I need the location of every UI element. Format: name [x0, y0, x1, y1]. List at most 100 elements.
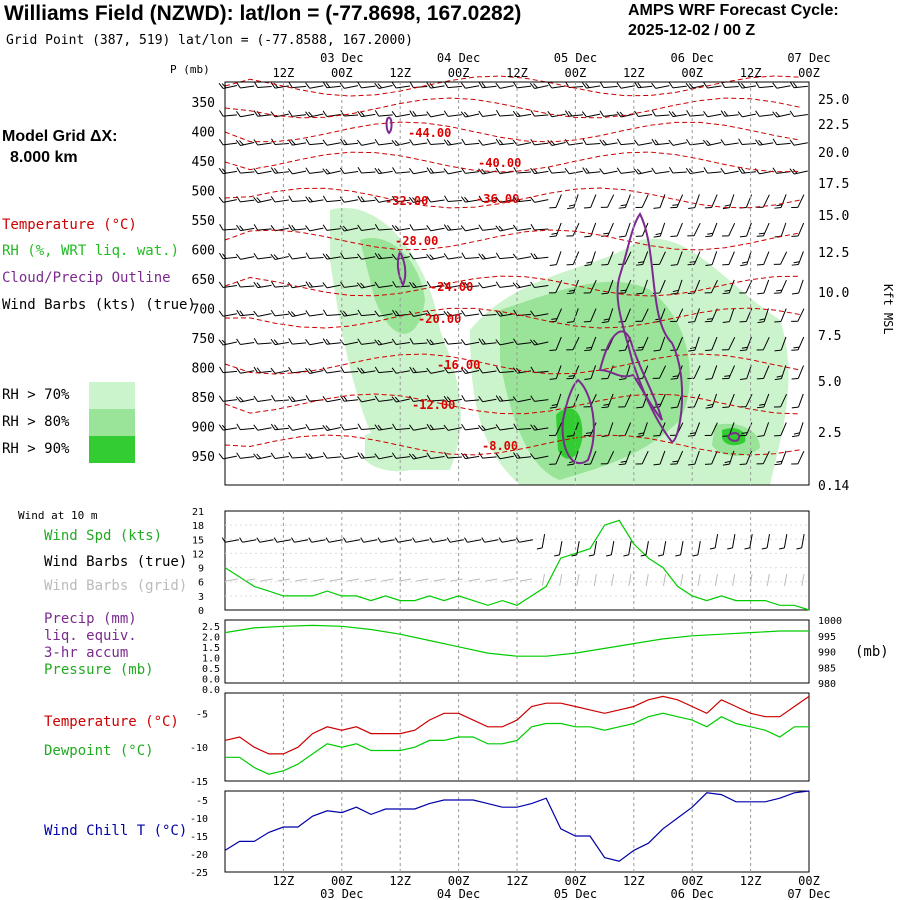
- wind-barb-flag: [755, 81, 760, 88]
- wind-barb-flag: [325, 168, 331, 174]
- wind-barb: [391, 367, 410, 374]
- wind-barb-flag: [374, 424, 380, 431]
- wind-barb-flag: [687, 406, 695, 408]
- temperature-contour-label: -12.00: [412, 398, 455, 412]
- wind-barb-shaft: [798, 422, 804, 436]
- wind-barb-grid: [260, 578, 273, 582]
- wind-barb: [549, 365, 562, 380]
- wind-barb-shaft: [672, 113, 687, 118]
- wind-barb-flag: [357, 309, 362, 316]
- wind-barb: [633, 168, 653, 175]
- wind-barb-flag: [549, 206, 556, 209]
- wind-barb: [218, 138, 238, 146]
- wind-barb-flag: [460, 111, 466, 118]
- wind-barb-shaft: [517, 85, 532, 89]
- wind-barb-shaft: [447, 284, 462, 289]
- wind-barb-flag: [322, 168, 328, 175]
- wind-barb-flag: [325, 82, 331, 88]
- wind-barb: [722, 365, 736, 380]
- wind-barb-shaft: [728, 336, 736, 351]
- wind-barb-flag: [426, 253, 432, 260]
- wind-barb-grid: [329, 578, 342, 582]
- wind-barb: [374, 366, 393, 374]
- wind-barb: [460, 339, 480, 346]
- wind-barb-flag: [638, 432, 645, 435]
- wind-barb: [757, 279, 770, 295]
- wind-barb: [755, 110, 774, 117]
- wind-barb: [357, 81, 376, 89]
- wind-barb-flag: [722, 263, 729, 266]
- wind-barb-flag: [724, 289, 731, 292]
- wind-barb-flag: [588, 554, 595, 557]
- wind-barb-flag: [533, 83, 538, 89]
- wind-barb-flag: [392, 280, 397, 288]
- wind-barb-flag: [720, 139, 726, 146]
- wind-barb-flag: [530, 138, 535, 146]
- wind-barb: [374, 196, 393, 203]
- wind-barb: [236, 423, 255, 431]
- temp-tick-label: -15: [190, 777, 208, 788]
- wind-barb-shaft: [415, 539, 430, 543]
- wind-barb-shaft: [659, 450, 666, 465]
- wind-barb-shaft: [590, 336, 597, 351]
- wind-barb-shaft: [225, 539, 239, 543]
- wind-barb-shaft: [399, 578, 411, 582]
- wind-barb-shaft: [326, 199, 341, 203]
- wind-barb-shaft: [628, 574, 632, 586]
- wind-barb-shaft: [680, 574, 684, 586]
- wind-barb-flag: [478, 81, 483, 89]
- wind-barb-flag: [547, 139, 553, 146]
- wind-barb: [270, 167, 289, 174]
- wind-barb-shaft: [638, 170, 653, 175]
- wind-barb-shaft: [642, 251, 649, 265]
- wind-barb-shaft: [465, 199, 480, 203]
- wind-barb-flag: [374, 167, 380, 174]
- pressure-tick-label: 800: [192, 362, 215, 377]
- wind-barb: [687, 365, 701, 380]
- wind-barb-shaft: [534, 142, 549, 146]
- wind-barb-shaft: [378, 170, 393, 175]
- wind-barb-flag: [443, 424, 449, 431]
- wind-barb: [460, 225, 480, 232]
- wind-barb-flag: [791, 463, 798, 465]
- wind-barb-shaft: [361, 313, 376, 317]
- wind-barb: [583, 450, 597, 466]
- wind-barb: [357, 195, 376, 203]
- wind-barb: [322, 195, 341, 203]
- wind-barb-flag: [408, 453, 414, 460]
- wind-barb-flag: [322, 110, 328, 117]
- wind-barb-grid: [628, 574, 632, 586]
- wind-barb-shaft: [655, 171, 670, 174]
- wind-barb: [322, 168, 341, 175]
- wind-barb: [236, 195, 255, 203]
- wind-barb-flag: [219, 223, 224, 231]
- temperature-contour: [224, 151, 801, 173]
- wind-barb-shaft: [396, 142, 410, 146]
- wind-barb: [460, 367, 480, 374]
- wind-barb-flag: [391, 195, 397, 203]
- wind-barb-flag: [394, 537, 399, 543]
- wind-barb-shaft: [344, 227, 359, 232]
- wind-barb-flag: [236, 82, 241, 89]
- wind-barb-flag: [547, 167, 553, 174]
- wind-barb: [219, 110, 238, 117]
- wind-barb: [791, 450, 805, 465]
- wind-barb-shaft: [724, 86, 739, 88]
- wind-barb: [426, 111, 445, 118]
- wind-barb-shaft: [534, 256, 549, 260]
- wind-barb: [566, 422, 579, 437]
- wind-barb-flag: [705, 264, 713, 266]
- wind-barb-shaft: [309, 113, 324, 118]
- wind-barb: [253, 139, 272, 146]
- wind-barb-shaft: [326, 228, 341, 231]
- wind-barb-flag: [236, 167, 241, 174]
- wind-barb-flag: [727, 547, 733, 550]
- wind-barb-flag: [305, 452, 310, 459]
- wind-barb-shaft: [395, 342, 411, 345]
- wind-barb: [218, 167, 237, 175]
- wind-barb-flag: [374, 453, 380, 460]
- wind-barb-flag: [288, 253, 293, 260]
- wind-barb-shaft: [260, 578, 273, 582]
- wind-barb-shaft: [724, 114, 739, 117]
- wind-barb: [566, 279, 579, 295]
